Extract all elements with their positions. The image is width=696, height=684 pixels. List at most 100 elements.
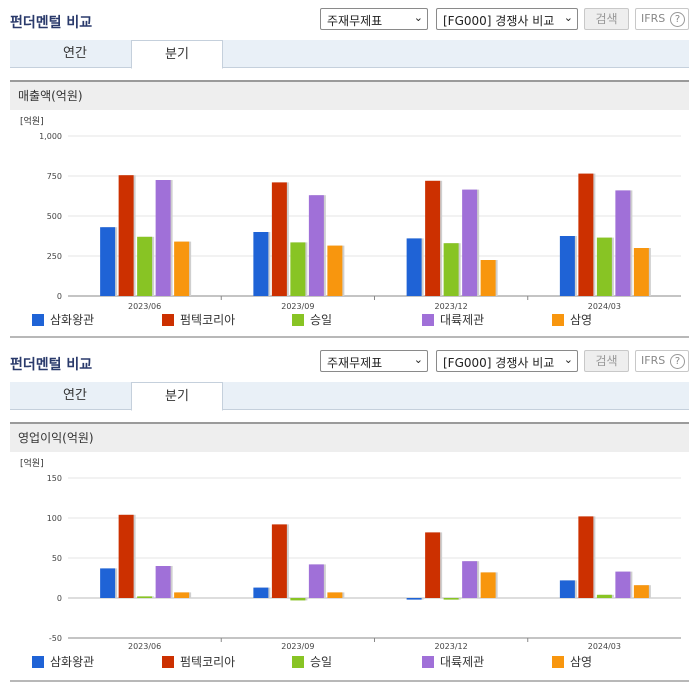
search-button[interactable]: 검색 <box>584 350 629 372</box>
bar <box>462 189 478 296</box>
panel-title: 펀더멘털 비교 <box>10 357 93 373</box>
legend-swatch <box>552 656 564 668</box>
bar <box>137 596 153 598</box>
bar <box>425 532 441 598</box>
legend-label: 펌텍코리아 <box>180 313 235 327</box>
x-tick-label: 2023/09 <box>281 642 314 651</box>
tab-annual[interactable]: 연간 <box>63 46 87 61</box>
divider <box>10 336 689 338</box>
group-select[interactable]: [FG000] 경쟁사 비교 ⌄ <box>436 8 578 30</box>
bar <box>271 524 287 598</box>
bar <box>118 514 134 598</box>
statement-select-value: 주재무제표 <box>327 14 383 28</box>
bar <box>578 173 594 296</box>
legend-label: 펌텍코리아 <box>180 655 235 669</box>
bar <box>100 227 116 296</box>
x-tick-label: 2024/03 <box>588 302 621 311</box>
legend-label: 대륙제관 <box>440 655 484 669</box>
group-select-value: [FG000] 경쟁사 비교 <box>443 14 555 28</box>
unit-label: [억원] <box>20 457 44 469</box>
chevron-down-icon: ⌄ <box>563 11 573 24</box>
bar <box>615 571 631 598</box>
bar <box>425 180 441 296</box>
bar <box>559 580 575 598</box>
legend-swatch <box>162 314 174 326</box>
group-select[interactable]: [FG000] 경쟁사 비교 ⌄ <box>436 350 578 372</box>
y-tick-label: 500 <box>47 212 62 221</box>
y-tick-label: 100 <box>47 514 62 523</box>
ifrs-button[interactable]: IFRS? <box>635 350 689 372</box>
panel-operating-profit: 펀더멘털 비교 주재무제표 ⌄ [FG000] 경쟁사 비교 ⌄ 검색 IFRS? … <box>0 342 696 684</box>
bar <box>578 516 594 598</box>
bar <box>633 248 649 296</box>
tab-quarterly[interactable]: 분기 <box>131 382 223 411</box>
bar <box>137 236 153 296</box>
legend-swatch <box>32 314 44 326</box>
legend-label: 삼화왕관 <box>50 655 94 669</box>
y-tick-label: 750 <box>47 172 62 181</box>
bar <box>406 598 422 600</box>
legend-label: 삼영 <box>570 313 592 327</box>
legend-swatch <box>32 656 44 668</box>
legend-swatch <box>552 314 564 326</box>
statement-select-value: 주재무제표 <box>327 356 383 370</box>
legend-label: 대륙제관 <box>440 313 484 327</box>
help-icon: ? <box>670 12 685 27</box>
bar <box>559 236 575 296</box>
ifrs-button[interactable]: IFRS? <box>635 8 689 30</box>
legend-swatch <box>292 314 304 326</box>
x-tick-label: 2023/12 <box>435 642 468 651</box>
operating-profit-chart: [억원] -50 0 50 100 150 2023/06 2023/09 2023/12 202… <box>20 457 681 669</box>
revenue-chart: [억원] 0 250 500 750 1,000 2023/06 2023/09 2023/12… <box>20 115 681 327</box>
bar <box>174 592 190 598</box>
x-tick-label: 2023/09 <box>281 302 314 311</box>
bar <box>480 572 496 598</box>
tab-quarterly[interactable]: 분기 <box>131 40 223 69</box>
bar <box>596 594 612 598</box>
bar <box>443 598 459 600</box>
y-tick-label: -50 <box>49 634 62 643</box>
panel-revenue: 펀더멘털 비교 주재무제표 ⌄ [FG000] 경쟁사 비교 ⌄ 검색 IFRS? … <box>0 0 696 338</box>
statement-select[interactable]: 주재무제표 ⌄ <box>320 350 428 372</box>
panel-header: 펀더멘털 비교 주재무제표 ⌄ [FG000] 경쟁사 비교 ⌄ 검색 IFRS? <box>0 0 696 38</box>
bar <box>633 585 649 598</box>
bar <box>290 242 306 296</box>
legend-swatch <box>422 656 434 668</box>
legend-label: 승일 <box>310 313 332 327</box>
chevron-down-icon: ⌄ <box>413 353 423 366</box>
x-tick-label: 2023/06 <box>128 642 161 651</box>
y-tick-label: 250 <box>47 252 62 261</box>
divider <box>10 680 689 682</box>
bar <box>327 245 343 296</box>
section-title: 영업이익(억원) <box>10 422 689 452</box>
y-tick-label: 0 <box>57 594 62 603</box>
chevron-down-icon: ⌄ <box>563 353 573 366</box>
x-tick-label: 2023/12 <box>435 302 468 311</box>
bar <box>308 195 324 296</box>
y-tick-label: 0 <box>57 292 62 301</box>
search-button[interactable]: 검색 <box>584 8 629 30</box>
statement-select[interactable]: 주재무제표 ⌄ <box>320 8 428 30</box>
ifrs-label: IFRS <box>641 12 666 25</box>
bar <box>327 592 343 598</box>
period-tabs: 연간 분기 <box>10 40 689 69</box>
bar <box>596 237 612 296</box>
bar <box>462 561 478 598</box>
panel-title: 펀더멘털 비교 <box>10 15 93 31</box>
bar <box>100 568 116 598</box>
legend-swatch <box>162 656 174 668</box>
help-icon: ? <box>670 354 685 369</box>
bar <box>443 243 459 296</box>
bar <box>615 190 631 296</box>
legend-swatch <box>422 314 434 326</box>
bar <box>308 564 324 598</box>
bar <box>406 238 422 296</box>
legend-label: 승일 <box>310 655 332 669</box>
bar <box>118 175 134 296</box>
ifrs-label: IFRS <box>641 354 666 367</box>
bar <box>174 241 190 296</box>
tab-annual[interactable]: 연간 <box>63 388 87 403</box>
bar <box>290 598 306 601</box>
legend-label: 삼영 <box>570 655 592 669</box>
legend-swatch <box>292 656 304 668</box>
